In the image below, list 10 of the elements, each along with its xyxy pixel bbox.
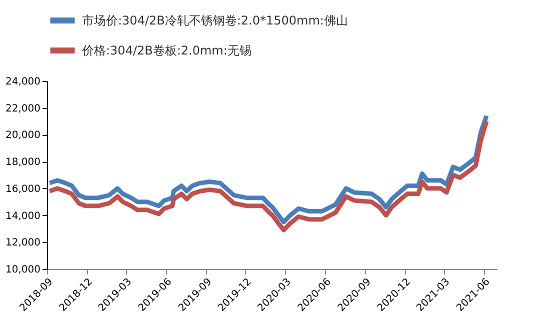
legend-label: 市场价:304/2B冷轧不锈钢卷:2.0*1500mm:佛山: [82, 14, 348, 28]
y-tick-label: 16,000: [6, 184, 40, 195]
y-tick-label: 14,000: [6, 210, 40, 222]
y-tick-label: 22,000: [6, 103, 40, 114]
y-tick-label: 24,000: [6, 76, 40, 88]
y-tick-label: 10,000: [6, 264, 40, 276]
legend-label: 价格:304/2B卷板:2.0mm:无锡: [81, 44, 252, 58]
y-tick-label: 12,000: [6, 238, 40, 249]
y-tick-label: 20,000: [6, 130, 40, 142]
y-tick-label: 18,000: [6, 157, 40, 168]
